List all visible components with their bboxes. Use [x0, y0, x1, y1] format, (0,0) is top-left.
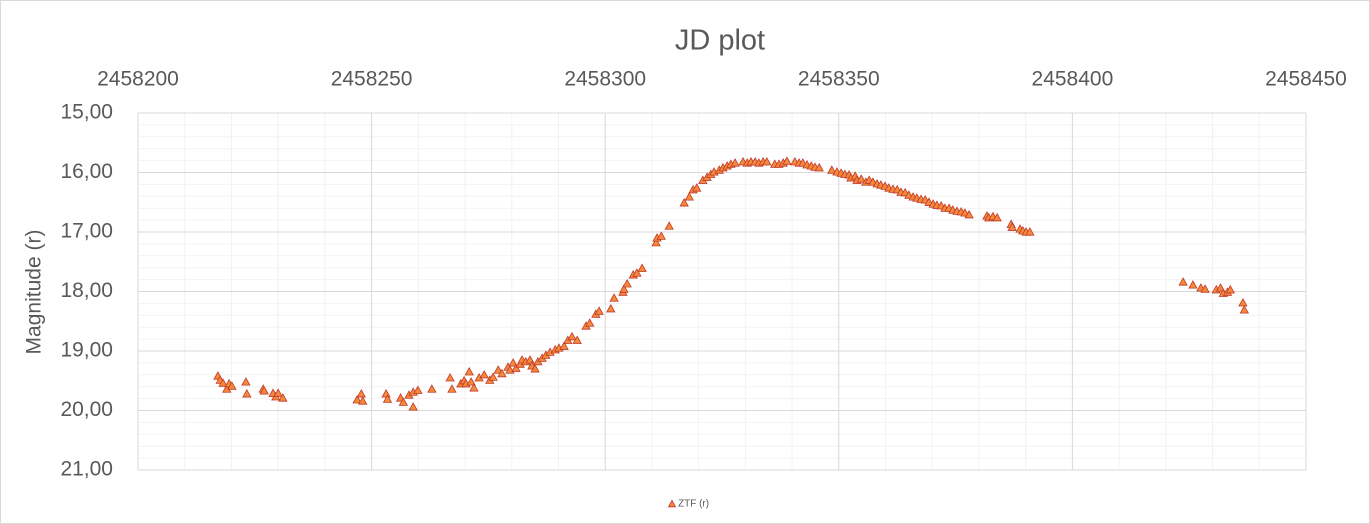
data-point: [585, 318, 595, 327]
data-point: [664, 221, 674, 230]
data-point: [1007, 222, 1017, 231]
data-point: [679, 198, 689, 207]
data-point: [964, 209, 974, 219]
y-tick-label: 15,00: [60, 101, 113, 124]
data-point: [656, 231, 666, 240]
data-point: [227, 381, 237, 390]
data-point: [594, 306, 604, 315]
data-point: [619, 284, 629, 293]
x-tick-label: 2458200: [97, 68, 179, 91]
data-point: [242, 389, 252, 398]
data-point: [684, 192, 694, 201]
y-tick-label: 17,00: [60, 220, 113, 243]
data-point: [1238, 297, 1248, 307]
data-point: [1225, 284, 1235, 294]
data-point: [651, 237, 661, 247]
data-point: [572, 335, 582, 344]
data-point: [632, 268, 642, 277]
data-point: [814, 162, 824, 172]
y-tick-label: 18,00: [60, 279, 113, 302]
data-point: [469, 383, 479, 392]
data-point: [358, 396, 368, 405]
data-point: [1215, 283, 1226, 292]
data-point: [493, 365, 503, 374]
data-point: [382, 394, 393, 403]
y-tick-label: 16,00: [60, 160, 113, 183]
data-point: [447, 384, 457, 393]
data-point: [782, 156, 792, 165]
data-point: [427, 384, 437, 393]
data-point: [464, 367, 474, 376]
x-tick-label: 2458400: [1032, 68, 1114, 91]
data-point: [511, 363, 521, 372]
data-point: [352, 394, 362, 404]
data-point: [730, 158, 740, 167]
data-point: [408, 402, 418, 411]
data-point: [273, 388, 283, 397]
data-point: [241, 377, 251, 386]
data-point: [1178, 277, 1188, 286]
data-point: [413, 385, 423, 394]
data-point: [218, 378, 228, 387]
data-point: [356, 389, 367, 398]
y-tick-label: 19,00: [60, 339, 113, 362]
data-point: [992, 212, 1002, 222]
data-point: [827, 165, 837, 174]
data-point: [692, 183, 702, 192]
data-point: [466, 377, 476, 386]
y-tick-label: 21,00: [60, 458, 113, 481]
x-tick-label: 2458450: [1265, 68, 1347, 91]
data-point: [567, 331, 577, 341]
data-point: [622, 278, 632, 288]
data-point: [1239, 305, 1250, 314]
x-tick-label: 2458350: [798, 68, 880, 91]
legend-label: ZTF (r): [678, 499, 709, 510]
data-point: [445, 372, 455, 382]
data-point: [559, 341, 569, 350]
x-tick-label: 2458300: [564, 68, 646, 91]
x-tick-label: 2458250: [331, 68, 413, 91]
legend-marker: [667, 499, 677, 508]
data-point: [497, 368, 507, 378]
data-point: [1188, 280, 1198, 289]
data-point: [856, 174, 866, 183]
data-point: [530, 364, 540, 373]
chart-title: JD plot: [675, 25, 765, 57]
data-point: [609, 293, 619, 302]
data-point: [606, 303, 616, 313]
data-point: [637, 263, 647, 272]
data-point: [398, 397, 409, 406]
data-point: [259, 386, 269, 395]
data-point: [1025, 227, 1035, 236]
data-point: [762, 156, 772, 166]
data-point: [1200, 284, 1210, 293]
data-point: [488, 372, 498, 381]
y-tick-label: 20,00: [60, 398, 113, 421]
data-point: [278, 393, 288, 402]
y-axis-label: Magnitude (r): [23, 230, 46, 355]
data-point: [508, 358, 518, 367]
data-point: [479, 369, 489, 379]
